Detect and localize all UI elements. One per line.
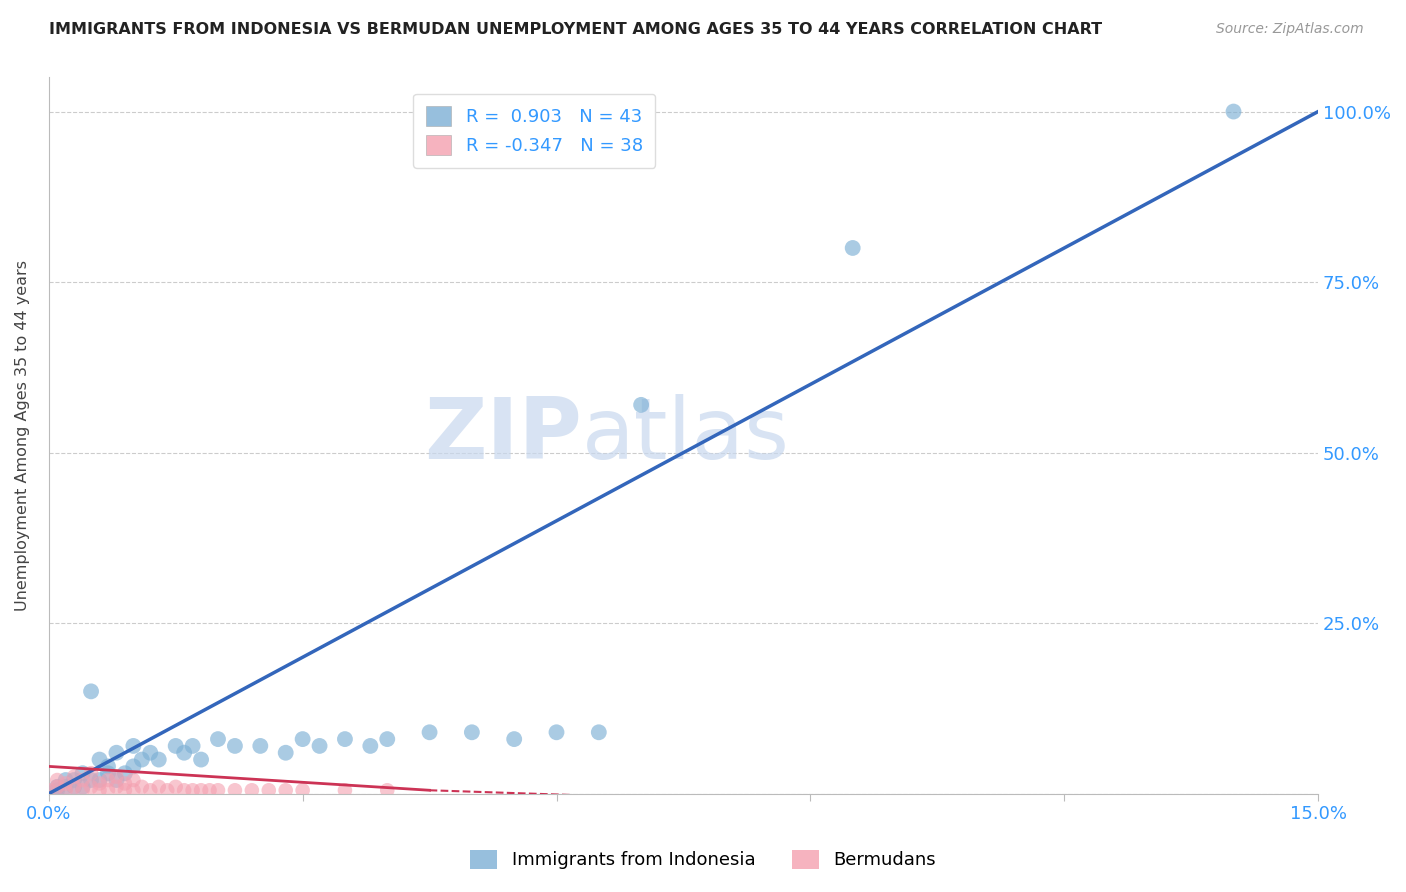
Point [55, 780, 77, 794]
Point [72, 766, 94, 780]
Point [89, 783, 111, 797]
Point [97, 772, 120, 787]
Point [122, 783, 145, 797]
Point [72, 772, 94, 787]
Legend: R =  0.903   N = 43, R = -0.347   N = 38: R = 0.903 N = 43, R = -0.347 N = 38 [413, 94, 655, 168]
Point [131, 780, 153, 794]
Point [105, 772, 128, 787]
Point [165, 739, 187, 753]
Point [139, 746, 162, 760]
Point [55, 772, 77, 787]
Point [80, 780, 103, 794]
Point [173, 783, 195, 797]
Point [72, 780, 94, 794]
Y-axis label: Unemployment Among Ages 35 to 44 years: Unemployment Among Ages 35 to 44 years [15, 260, 30, 611]
Point [190, 753, 212, 767]
Point [63, 770, 86, 784]
Point [114, 776, 136, 790]
Point [207, 732, 229, 747]
Point [122, 759, 145, 773]
Point [63, 772, 86, 787]
Point [503, 732, 526, 747]
Point [105, 770, 128, 784]
Point [224, 783, 246, 797]
Point [588, 725, 610, 739]
Point [114, 783, 136, 797]
Point [274, 783, 297, 797]
Point [80, 772, 103, 787]
Point [46, 780, 69, 794]
Text: Source: ZipAtlas.com: Source: ZipAtlas.com [1216, 22, 1364, 37]
Point [173, 746, 195, 760]
Point [63, 780, 86, 794]
Point [63, 780, 86, 794]
Point [240, 783, 263, 797]
Point [630, 398, 652, 412]
Point [375, 732, 398, 747]
Point [131, 753, 153, 767]
Point [165, 780, 187, 794]
Point [291, 783, 314, 797]
Text: atlas: atlas [582, 394, 790, 477]
Point [841, 241, 863, 255]
Point [72, 783, 94, 797]
Point [333, 732, 356, 747]
Point [291, 732, 314, 747]
Point [375, 783, 398, 797]
Legend: Immigrants from Indonesia, Bermudans: Immigrants from Indonesia, Bermudans [461, 841, 945, 879]
Point [156, 783, 179, 797]
Point [122, 739, 145, 753]
Point [274, 746, 297, 760]
Point [46, 780, 69, 794]
Point [359, 739, 381, 753]
Point [419, 725, 441, 739]
Point [97, 783, 120, 797]
Point [97, 759, 120, 773]
Point [89, 753, 111, 767]
Text: IMMIGRANTS FROM INDONESIA VS BERMUDAN UNEMPLOYMENT AMONG AGES 35 TO 44 YEARS COR: IMMIGRANTS FROM INDONESIA VS BERMUDAN UN… [49, 22, 1102, 37]
Point [257, 783, 280, 797]
Point [181, 783, 204, 797]
Point [80, 684, 103, 698]
Point [46, 772, 69, 787]
Point [46, 783, 69, 797]
Point [114, 766, 136, 780]
Text: ZIP: ZIP [425, 394, 582, 477]
Point [198, 783, 221, 797]
Point [333, 783, 356, 797]
Point [38, 783, 60, 797]
Point [224, 739, 246, 753]
Point [89, 776, 111, 790]
Point [207, 783, 229, 797]
Point [461, 725, 484, 739]
Point [55, 776, 77, 790]
Point [105, 746, 128, 760]
Point [80, 766, 103, 780]
Point [55, 783, 77, 797]
Point [181, 739, 204, 753]
Point [546, 725, 568, 739]
Point [105, 780, 128, 794]
Point [139, 783, 162, 797]
Point [148, 780, 170, 794]
Point [308, 739, 330, 753]
Point [97, 766, 120, 780]
Point [122, 772, 145, 787]
Point [249, 739, 271, 753]
Point [89, 772, 111, 787]
Point [1222, 104, 1244, 119]
Point [190, 783, 212, 797]
Point [148, 753, 170, 767]
